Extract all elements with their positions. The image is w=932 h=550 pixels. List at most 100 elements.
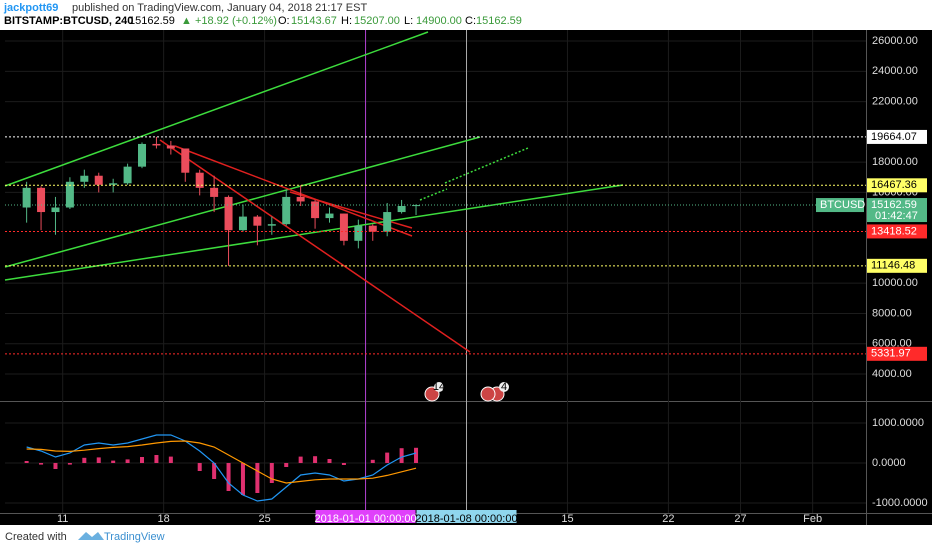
h-label: H: xyxy=(341,15,352,27)
candle-body xyxy=(210,187,219,197)
footer-bg xyxy=(0,525,932,550)
macd-hist xyxy=(168,456,173,463)
macd-hist xyxy=(82,457,87,463)
y-tick-label: 26000.00 xyxy=(872,35,918,47)
candle-body xyxy=(311,201,320,219)
macd-tick-label: 1000.0000 xyxy=(872,417,924,429)
event-count: 14 xyxy=(433,381,445,393)
x-tick-label: 2018-01-08 00:00:00 xyxy=(415,513,517,525)
macd-hist xyxy=(255,463,260,493)
x-tick-label: 22 xyxy=(662,513,674,525)
macd-tick-label: -1000.0000 xyxy=(872,497,928,509)
macd-hist xyxy=(67,463,72,465)
macd-hist xyxy=(298,456,303,463)
candle-body xyxy=(238,216,247,231)
event-badge xyxy=(434,382,444,392)
change: ▲ +18.92 (+0.12%) xyxy=(181,15,277,27)
y-tick-label: 24000.00 xyxy=(872,65,918,77)
macd-hist xyxy=(140,457,145,463)
macd-hist xyxy=(341,463,346,465)
trend-line xyxy=(4,184,624,281)
price-label-bg xyxy=(867,224,927,239)
macd-hist xyxy=(240,463,245,495)
macd-hist xyxy=(313,456,318,463)
x-tick-label: 15 xyxy=(561,513,573,525)
macd-hist xyxy=(370,459,375,463)
candle-body xyxy=(123,166,132,184)
last: 15162.59 xyxy=(129,15,175,27)
trend-line xyxy=(419,188,448,201)
candle-body xyxy=(354,225,363,241)
candle-body xyxy=(296,196,305,202)
o-label: O: xyxy=(278,15,290,27)
candle-body xyxy=(80,175,89,182)
author[interactable]: jackpott69 xyxy=(3,2,58,14)
candle-body xyxy=(94,175,103,185)
y-tick-label: 4000.00 xyxy=(872,368,912,380)
price-label: 11146.48 xyxy=(871,260,915,272)
macd-hist xyxy=(96,457,101,463)
candle-body xyxy=(339,213,348,241)
price-label: 19664.07 xyxy=(871,131,917,143)
price-label: 5331.97 xyxy=(871,348,911,360)
trend-line xyxy=(159,139,471,353)
l-label: L: xyxy=(404,15,413,27)
price-label-bg xyxy=(867,346,927,361)
x-tick-label: 2018-01-01 00:00:00 xyxy=(314,513,416,525)
macd-hist xyxy=(414,447,419,463)
macd-tick-label: 0.0000 xyxy=(872,457,906,469)
plot-bg xyxy=(0,30,932,525)
y-tick-label: 22000.00 xyxy=(872,95,918,107)
macd-hist xyxy=(53,463,58,469)
candle-body xyxy=(224,196,233,231)
price-label-bg xyxy=(867,258,927,273)
marker-label-bg xyxy=(416,510,517,523)
macd-hist xyxy=(24,461,29,463)
macd-hist xyxy=(399,448,404,463)
y-tick-label: 8000.00 xyxy=(872,307,912,319)
macd-hist xyxy=(385,452,390,463)
trend-line xyxy=(4,31,429,187)
h: 15207.00 xyxy=(354,15,400,27)
macd-hist xyxy=(197,463,202,471)
c-label: C: xyxy=(465,15,476,27)
candle-body xyxy=(166,145,175,149)
macd-hist xyxy=(154,455,159,463)
macd-hist xyxy=(212,463,217,479)
candle-body xyxy=(37,187,46,213)
candle-body xyxy=(109,183,118,185)
published: published on TradingView.com, January 04… xyxy=(72,2,367,14)
x-tick-label: 11 xyxy=(57,513,68,525)
trend-line xyxy=(174,145,413,237)
trend-line xyxy=(444,147,529,184)
candle-body xyxy=(152,143,161,146)
logo xyxy=(78,532,104,540)
trend-line xyxy=(4,136,481,268)
x-tick-label: 27 xyxy=(734,513,746,525)
macd-hist xyxy=(226,463,231,491)
trend-line xyxy=(289,191,413,229)
price-label: 13418.52 xyxy=(871,225,917,237)
candle-body xyxy=(397,205,406,213)
event-icon xyxy=(480,386,496,402)
x-tick-label: 25 xyxy=(258,513,270,525)
candle-body xyxy=(325,213,334,219)
candle-body xyxy=(22,187,31,208)
candle-body xyxy=(181,148,190,173)
macd-hist xyxy=(327,459,332,463)
macd-hist xyxy=(269,463,274,483)
symbol: BITSTAMP:BTCUSD, 240 xyxy=(4,15,133,27)
candle-body xyxy=(282,196,291,225)
ticker-countdown: 01:42:47 xyxy=(875,210,918,222)
candle-body xyxy=(138,143,147,167)
macd-hist xyxy=(111,460,116,463)
candle-body xyxy=(267,224,276,226)
macd-signal xyxy=(26,440,417,484)
x-tick-label: Feb xyxy=(803,513,822,525)
marker-label-bg xyxy=(315,510,416,523)
candle-body xyxy=(51,207,60,213)
footer-created: Created with xyxy=(5,531,67,543)
footer-brand[interactable]: TradingView xyxy=(104,531,165,543)
candle-body xyxy=(368,225,377,232)
